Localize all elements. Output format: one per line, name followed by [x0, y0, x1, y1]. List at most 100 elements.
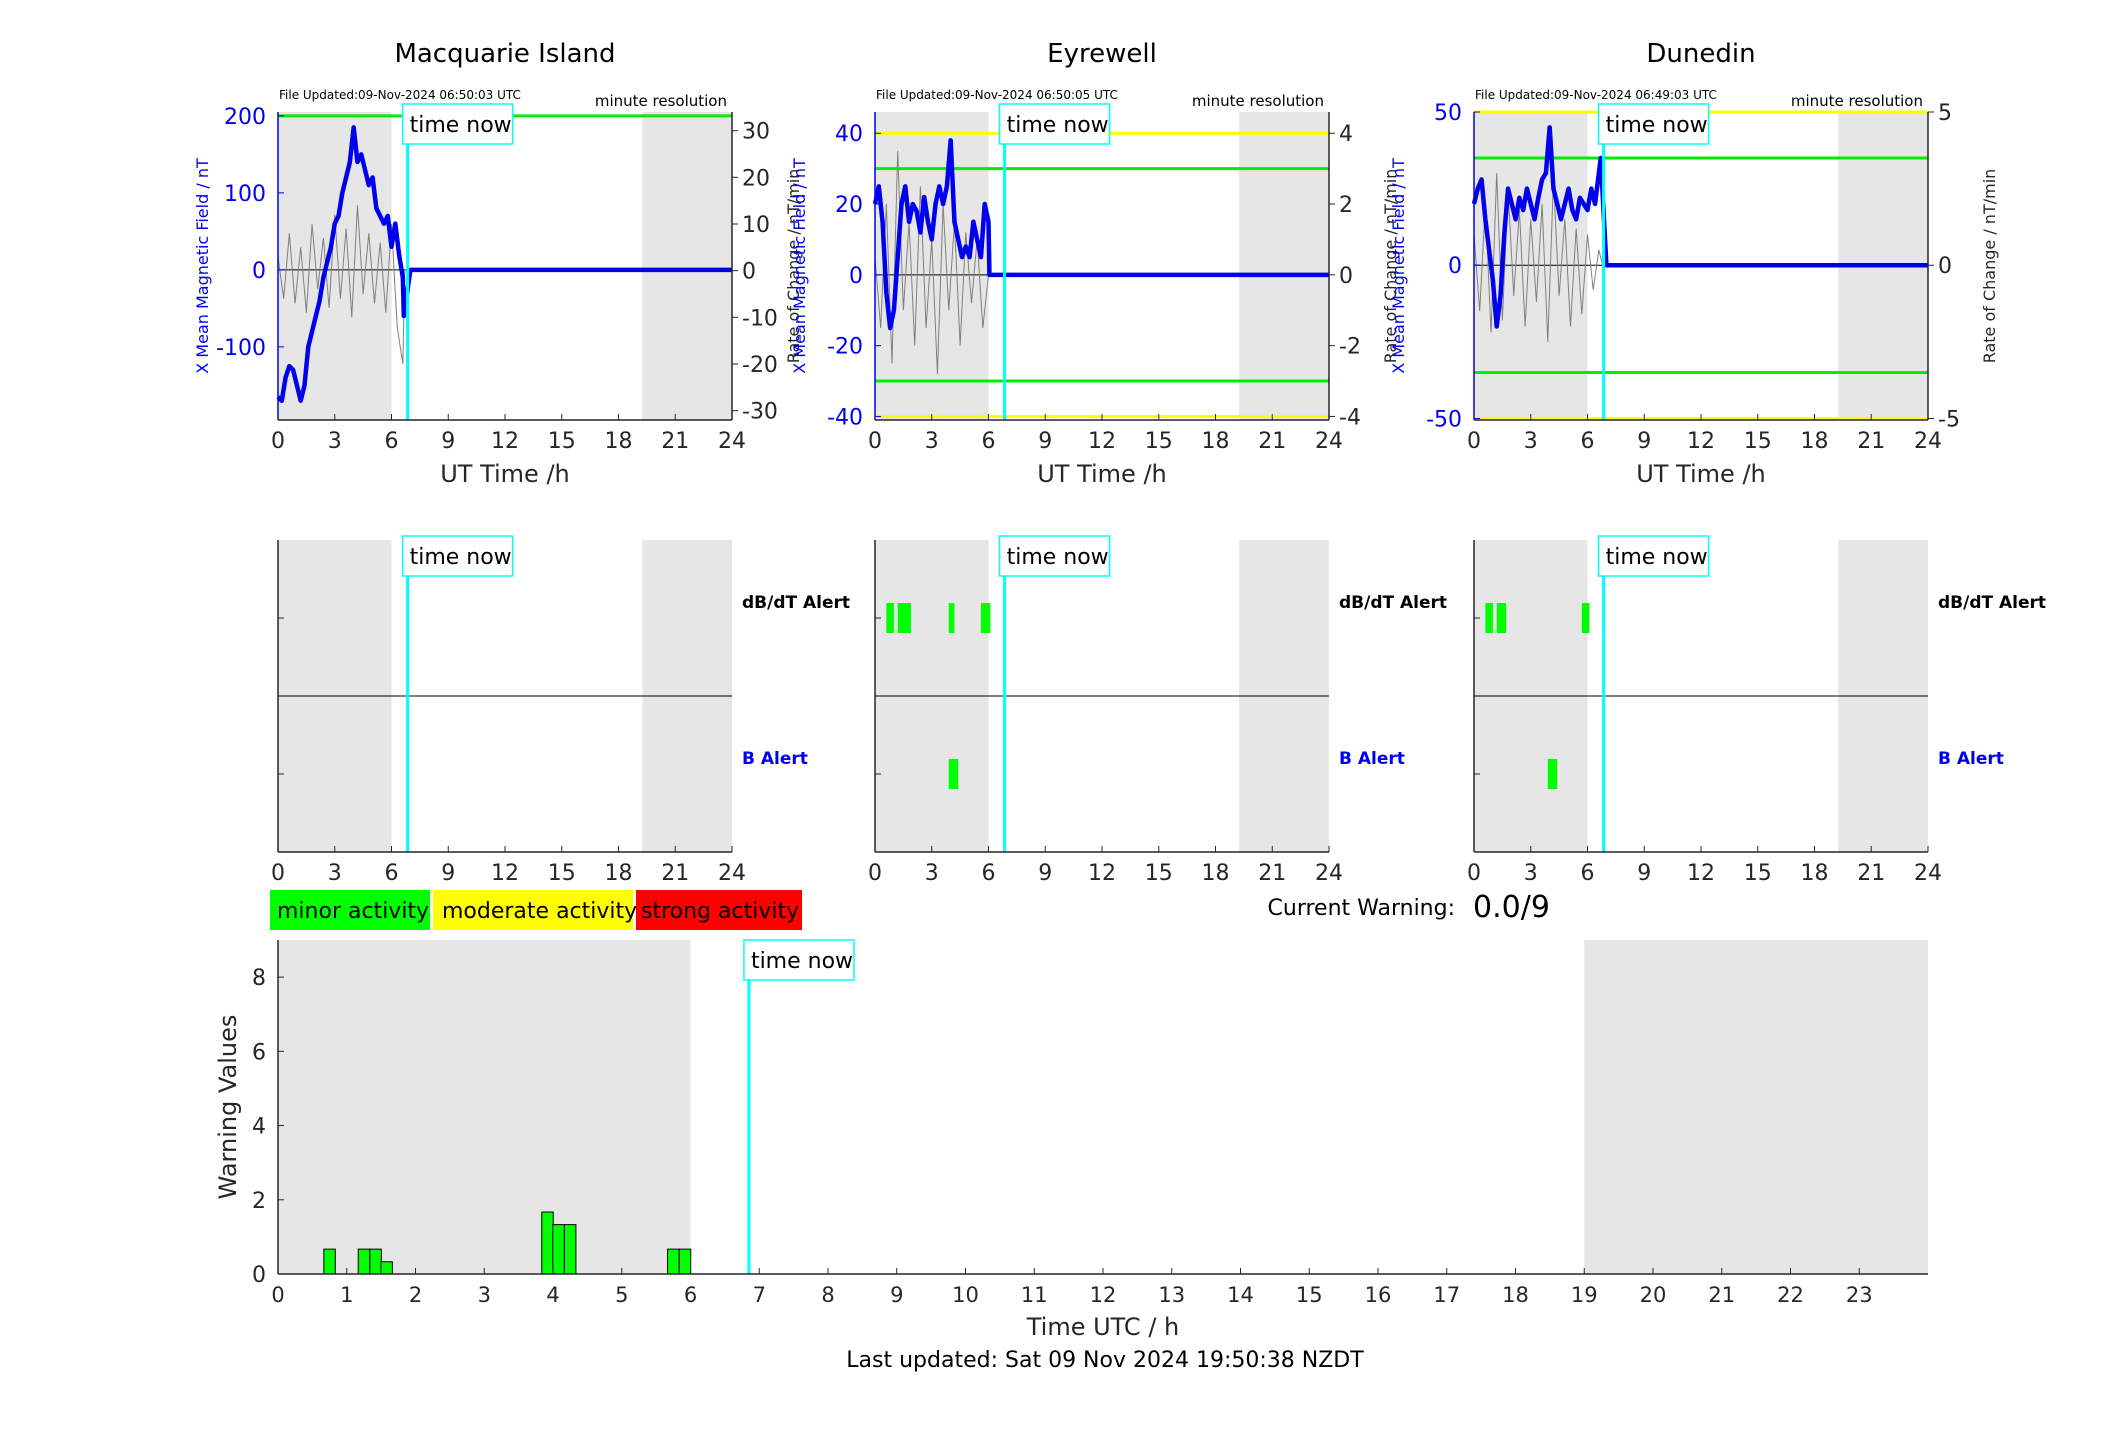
night-shade [1239, 112, 1329, 420]
x-tick-label: 21 [1857, 861, 1885, 886]
current-warning: Current Warning: 0.0/9 [1268, 890, 1550, 925]
x-tick-label: 12 [1687, 429, 1715, 454]
x-tick-label: 3 [1524, 429, 1538, 454]
dbdt-alert-bar [980, 603, 991, 633]
time-now-label: time now [751, 949, 853, 974]
x-tick-label: 6 [385, 861, 399, 886]
y-tick-label-left: 40 [835, 122, 863, 147]
x-tick-label: 2 [409, 1283, 422, 1307]
y-tick-label-left: 20 [835, 193, 863, 218]
x-tick-label: 3 [1524, 861, 1538, 886]
x-tick-label: 1 [340, 1283, 353, 1307]
x-tick-label: 21 [1857, 429, 1885, 454]
y-tick-label-right: -5 [1938, 407, 1960, 432]
warning-bar [563, 1224, 577, 1275]
y-tick-label-right: 20 [742, 166, 770, 191]
legend-minor-label: minor activity [277, 899, 429, 924]
x-tick-label: 9 [890, 1283, 903, 1307]
dbdt-alert-bar [897, 603, 911, 633]
x-tick-label: 15 [548, 429, 576, 454]
x-tick-label: 3 [478, 1283, 491, 1307]
dbdt-alert-bar [948, 603, 955, 633]
activity-legend: minor activity moderate activity strong … [270, 890, 802, 930]
y-tick-label-right: 0 [1938, 254, 1952, 279]
x-tick-label: 13 [1158, 1283, 1185, 1307]
x-tick-label: 0 [1467, 861, 1481, 886]
x-tick-label: 0 [1467, 429, 1481, 454]
legend-moderate-swatch [433, 890, 633, 930]
y-tick-label-right: 0 [742, 260, 756, 285]
time-now-label: time now [1007, 545, 1109, 570]
current-warning-label: Current Warning: [1268, 896, 1455, 921]
x-tick-label: 12 [1088, 861, 1116, 886]
x-tick-label: 18 [1202, 861, 1230, 886]
x-tick-label: 12 [491, 429, 519, 454]
time-now-box [401, 535, 514, 577]
y-tick-label-right: -20 [742, 353, 778, 378]
y-axis-label-right: Rate of Change / nT/min [1381, 169, 1400, 364]
x-tick-label: 9 [1038, 429, 1052, 454]
x-tick-label: 15 [548, 861, 576, 886]
y-tick-label-right: 10 [742, 213, 770, 238]
x-tick-label: 21 [1258, 861, 1286, 886]
x-tick-label: 6 [982, 861, 996, 886]
dbdt-alert-bar [1581, 603, 1590, 633]
night-shade [278, 112, 392, 420]
night-shade [1584, 940, 1928, 1274]
y-tick-label-left: 4 [252, 1115, 266, 1140]
time-now-box [1597, 103, 1710, 145]
dbdt-alert-bar [1485, 603, 1493, 633]
legend-moderate-label: moderate activity [442, 899, 637, 924]
alert-chart-3: time now 0 3 6 9 12 15 18 21 24 dB/dT Alert B Alert [1467, 535, 2046, 886]
x-tick-label: 18 [1801, 861, 1829, 886]
b-alert-label: B Alert [1938, 749, 2004, 769]
x-tick-label: 3 [925, 429, 939, 454]
y-tick-label-left: 50 [1434, 101, 1462, 126]
y-tick-label-left: 0 [849, 264, 863, 289]
y-tick-label-left: 0 [252, 1263, 266, 1288]
x-tick-label: 9 [1637, 861, 1651, 886]
dbdt-alert-label: dB/dT Alert [1339, 593, 1447, 613]
y-tick-label-left: 200 [224, 105, 266, 130]
dbdt-alert-bar [1496, 603, 1507, 633]
resolution-text: minute resolution [1192, 92, 1324, 110]
x-tick-label: 22 [1777, 1283, 1804, 1307]
warning-bar [380, 1261, 393, 1275]
y-tick-label-left: -50 [1426, 407, 1462, 432]
y-tick-label-left: -20 [827, 335, 863, 360]
x-tick-label: 18 [605, 861, 633, 886]
x-tick-label: 18 [1801, 429, 1829, 454]
y-tick-label-left: 8 [252, 966, 266, 991]
field-series [276, 125, 732, 403]
x-tick-label: 0 [271, 429, 285, 454]
warning-bar [552, 1224, 565, 1275]
file-updated-text: File Updated:09-Nov-2024 06:50:05 UTC [876, 88, 1118, 102]
time-now-label: time now [1007, 113, 1109, 138]
y-tick-label-left: 0 [252, 259, 266, 284]
x-tick-label: 6 [1581, 429, 1595, 454]
time-now-label: time now [1606, 545, 1708, 570]
x-tick-label: 4 [546, 1283, 559, 1307]
x-tick-label: 12 [1090, 1283, 1117, 1307]
x-tick-label: 24 [1315, 429, 1343, 454]
b-alert-label: B Alert [1339, 749, 1405, 769]
y-axis-label-right: Rate of Change / nT/min [784, 169, 803, 364]
x-tick-label: 24 [1914, 861, 1942, 886]
field-series [872, 138, 1329, 331]
y-tick-label-right: 4 [1339, 122, 1353, 147]
x-tick-label: 21 [661, 429, 689, 454]
file-updated-text: File Updated:09-Nov-2024 06:49:03 UTC [1475, 88, 1717, 102]
time-now-box [401, 103, 514, 145]
legend-strong-swatch [636, 890, 802, 930]
dbdt-alert-label: dB/dT Alert [1938, 593, 2046, 613]
field-chart-1: Macquarie Island time now 0 3 6 9 12 15 18 21 24 -1… [193, 39, 803, 488]
chart-title: Dunedin [1646, 39, 1755, 69]
x-tick-label: 17 [1433, 1283, 1460, 1307]
night-shade [875, 112, 989, 420]
x-tick-label: 11 [1021, 1283, 1048, 1307]
b-alert-bar [1547, 759, 1558, 789]
b-alert-label: B Alert [742, 749, 808, 769]
night-shade [278, 940, 691, 1274]
y-tick-label-right: -4 [1339, 405, 1361, 430]
